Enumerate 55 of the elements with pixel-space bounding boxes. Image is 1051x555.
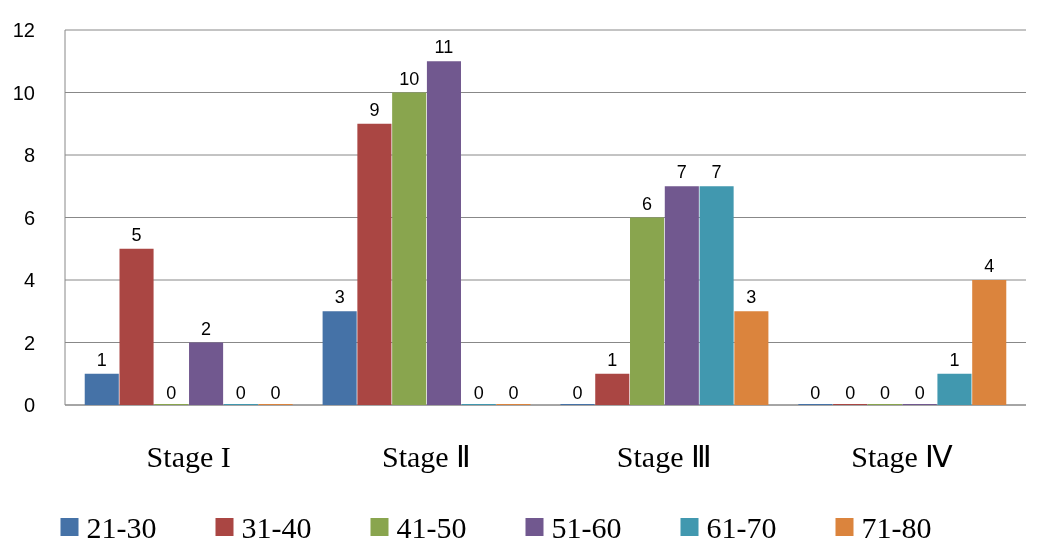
y-tick-label: 6 (23, 206, 35, 229)
data-label: 0 (508, 383, 519, 403)
bar (357, 123, 392, 405)
x-tick-label: Stage Ⅲ (616, 440, 713, 473)
legend-label: 51-60 (551, 510, 622, 544)
data-label: 0 (879, 383, 890, 403)
data-label: 4 (984, 256, 995, 276)
y-tick-label: 0 (23, 394, 35, 416)
bar (189, 342, 224, 405)
x-tick-label: Stage I (146, 440, 231, 473)
data-label: 3 (746, 287, 757, 308)
bar (595, 373, 630, 405)
legend-label: 41-50 (396, 510, 467, 544)
data-label: 0 (810, 383, 821, 403)
bar (426, 61, 461, 405)
data-label: 0 (166, 383, 177, 403)
y-tick-label: 2 (23, 331, 35, 354)
data-label: 1 (607, 349, 618, 370)
data-label: 10 (399, 68, 420, 89)
data-label: 0 (235, 383, 246, 403)
data-label: 0 (473, 383, 484, 403)
bar (630, 217, 665, 405)
legend-label: 61-70 (706, 510, 777, 544)
y-tick-label: 10 (12, 81, 35, 104)
y-tick-label: 8 (23, 144, 35, 166)
data-label: 2 (201, 318, 212, 339)
data-label: 1 (96, 349, 107, 370)
bar (322, 311, 357, 405)
data-label: 9 (369, 99, 380, 120)
data-label: 1 (949, 349, 960, 370)
bar (84, 373, 119, 405)
bar (937, 373, 972, 405)
legend-label: 31-40 (241, 510, 312, 544)
x-tick-label: Stage Ⅱ (381, 440, 472, 473)
bar (119, 248, 154, 405)
y-tick-label: 12 (12, 19, 35, 41)
data-label: 7 (711, 162, 722, 183)
y-tick-label: 4 (23, 269, 35, 291)
x-tick-label: Stage Ⅳ (851, 440, 954, 473)
data-label: 7 (676, 162, 687, 183)
bar (734, 311, 769, 405)
data-label: 0 (270, 383, 281, 403)
data-label: 0 (572, 383, 583, 403)
data-label: 6 (642, 193, 653, 214)
bar (972, 280, 1007, 405)
legend-label: 71-80 (861, 510, 932, 544)
data-label: 3 (334, 287, 345, 308)
legend-label: 21-30 (86, 510, 157, 544)
bar (664, 186, 699, 405)
data-label: 5 (131, 224, 142, 245)
bar (392, 92, 427, 405)
bar (699, 186, 734, 405)
data-label: 11 (434, 37, 454, 58)
data-label: 0 (914, 383, 925, 403)
data-label: 0 (845, 383, 856, 403)
